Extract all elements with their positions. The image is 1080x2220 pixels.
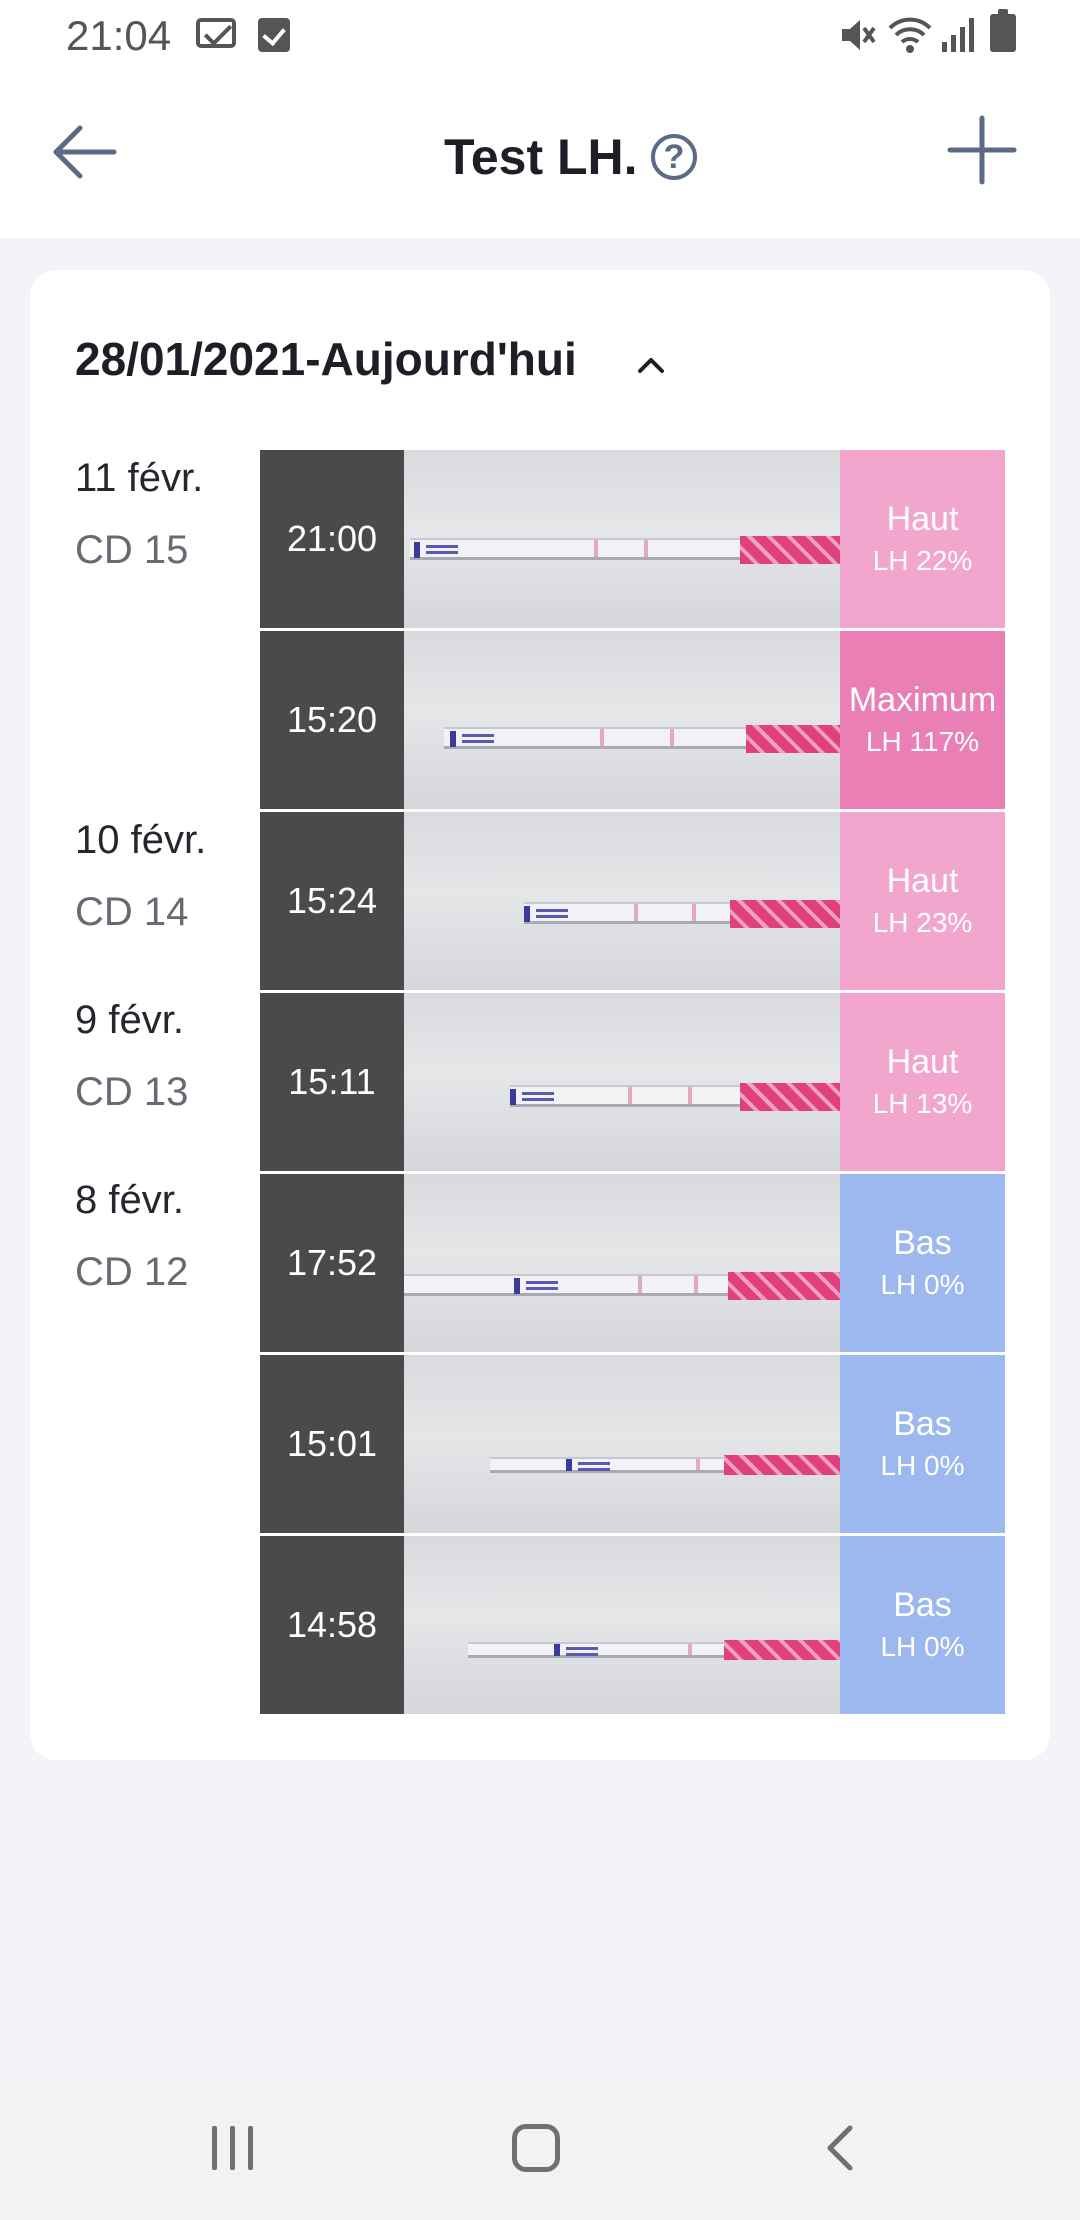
test-result: Maximum LH 117% xyxy=(840,631,1005,809)
check-icon xyxy=(258,18,290,52)
recent-apps-icon[interactable] xyxy=(212,2126,256,2170)
test-time: 15:20 xyxy=(260,631,404,809)
test-result: Haut LH 23% xyxy=(840,812,1005,990)
test-time: 21:00 xyxy=(260,450,404,628)
day-cycle-day: CD 12 xyxy=(75,1250,189,1294)
result-lh-percent: LH 23% xyxy=(872,907,973,938)
test-time: 14:58 xyxy=(260,1536,404,1714)
day-cycle-day: CD 13 xyxy=(75,1070,189,1114)
day-date: 9 févr. xyxy=(75,998,184,1042)
mail-icon xyxy=(196,18,236,48)
result-level: Maximum xyxy=(848,681,997,719)
test-time: 15:01 xyxy=(260,1355,404,1533)
test-strip-photo xyxy=(404,1174,840,1352)
page-title: Test LH. xyxy=(444,129,638,185)
app-bar: Test LH. ? xyxy=(0,72,1080,238)
test-time: 15:11 xyxy=(260,993,404,1171)
back-icon[interactable] xyxy=(820,2124,860,2172)
test-time: 15:24 xyxy=(260,812,404,990)
test-row[interactable]: 14:58 Bas LH 0% xyxy=(260,1536,1005,1714)
test-strip-photo xyxy=(404,812,840,990)
test-row[interactable]: 15:20 Maximum LH 117% xyxy=(260,631,1005,809)
result-lh-percent: LH 13% xyxy=(872,1088,973,1119)
result-level: Bas xyxy=(893,1405,952,1443)
test-result: Haut LH 22% xyxy=(840,450,1005,628)
test-strip-photo xyxy=(404,1536,840,1714)
mute-icon xyxy=(842,20,876,50)
test-row[interactable]: 15:11 Haut LH 13% xyxy=(260,993,1005,1171)
status-bar: 21:04 xyxy=(0,0,1080,72)
day-date: 10 févr. xyxy=(75,818,207,862)
result-level: Haut xyxy=(886,500,959,538)
test-result: Haut LH 13% xyxy=(840,993,1005,1171)
result-level: Haut xyxy=(886,862,959,900)
test-strip-photo xyxy=(404,450,840,628)
test-row[interactable]: 15:01 Bas LH 0% xyxy=(260,1355,1005,1533)
test-strip-photo xyxy=(404,993,840,1171)
chevron-up-icon[interactable] xyxy=(636,350,666,380)
result-lh-percent: LH 0% xyxy=(880,1631,965,1662)
result-lh-percent: LH 0% xyxy=(880,1269,965,1300)
result-level: Bas xyxy=(893,1224,952,1262)
day-date: 8 févr. xyxy=(75,1178,184,1222)
result-level: Haut xyxy=(886,1043,959,1081)
arrow-left-icon[interactable] xyxy=(46,112,126,192)
day-cycle-day: CD 15 xyxy=(75,528,189,572)
test-row[interactable]: 15:24 Haut LH 23% xyxy=(260,812,1005,990)
test-row[interactable]: 21:00 Haut LH 22% xyxy=(260,450,1005,628)
test-strip-photo xyxy=(404,1355,840,1533)
result-lh-percent: LH 22% xyxy=(872,545,973,576)
help-icon[interactable]: ? xyxy=(651,134,697,180)
day-cycle-day: CD 14 xyxy=(75,890,189,934)
wifi-icon xyxy=(888,17,932,53)
system-nav-bar xyxy=(0,2076,1080,2220)
result-lh-percent: LH 117% xyxy=(865,726,980,757)
result-level: Bas xyxy=(893,1586,952,1624)
day-date: 11 févr. xyxy=(75,456,204,500)
test-row[interactable]: 17:52 Bas LH 0% xyxy=(260,1174,1005,1352)
status-time: 21:04 xyxy=(66,12,172,59)
date-range-label[interactable]: 28/01/2021-Aujourd'hui xyxy=(75,333,577,385)
plus-icon[interactable] xyxy=(942,110,1022,190)
test-time: 17:52 xyxy=(260,1174,404,1352)
home-icon[interactable] xyxy=(512,2124,560,2172)
signal-icon xyxy=(942,18,974,52)
battery-icon xyxy=(990,9,1016,52)
test-result: Bas LH 0% xyxy=(840,1536,1005,1714)
results-card: 28/01/2021-Aujourd'hui 11 févr. CD 15 10… xyxy=(30,270,1050,1760)
test-result: Bas LH 0% xyxy=(840,1355,1005,1533)
test-strip-photo xyxy=(404,631,840,809)
test-result: Bas LH 0% xyxy=(840,1174,1005,1352)
result-lh-percent: LH 0% xyxy=(880,1450,965,1481)
